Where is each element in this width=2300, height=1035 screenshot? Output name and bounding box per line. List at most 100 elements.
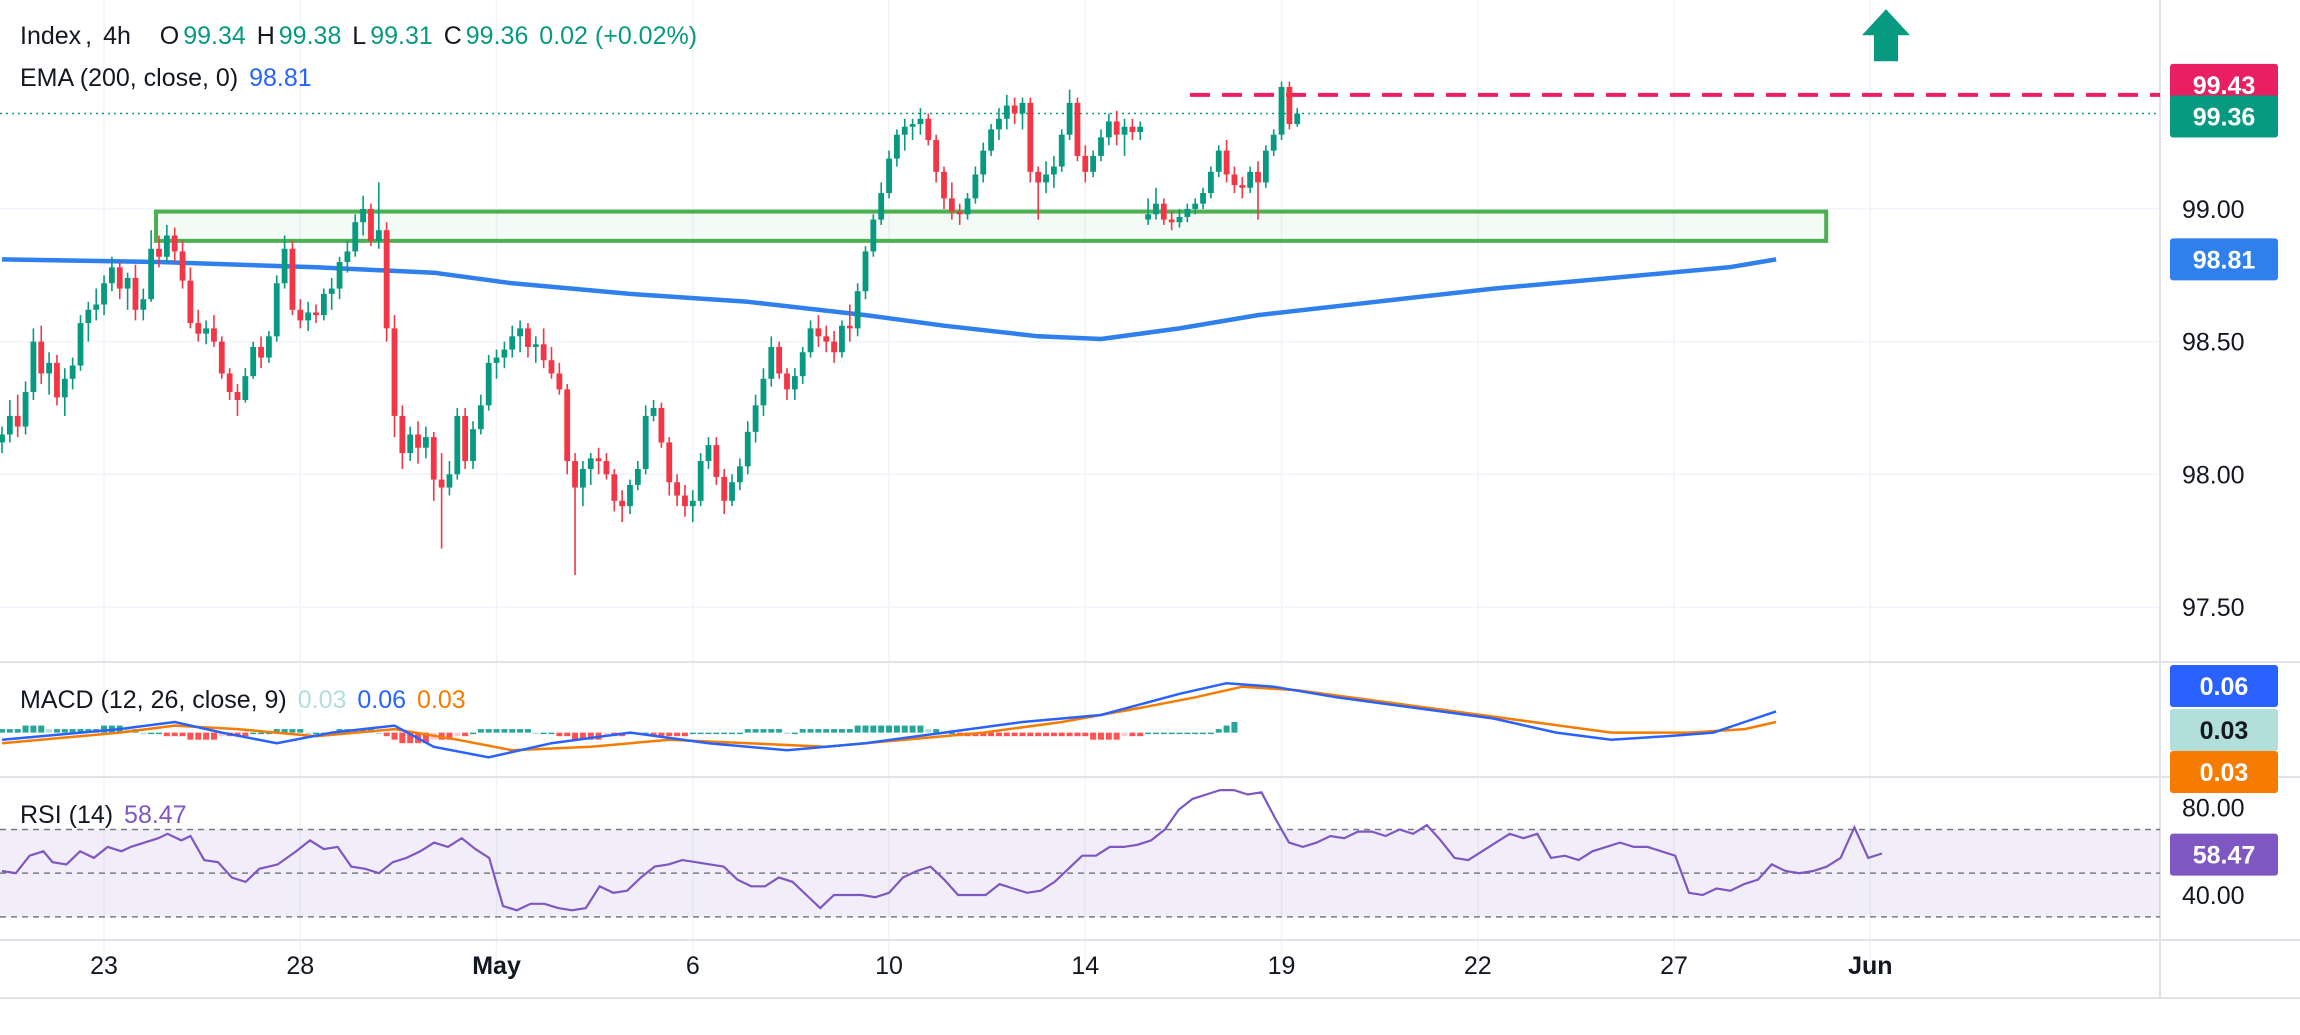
macd-histogram-bar [1058, 732, 1065, 737]
macd-info-line: MACD (12, 26, close, 9) 0.03 0.06 0.03 [20, 686, 470, 715]
candle-body [281, 248, 288, 284]
candle [344, 240, 351, 273]
candle-body [1153, 203, 1159, 215]
candle-body [1247, 171, 1254, 188]
axis-label-bg [2170, 709, 2278, 751]
candle [1051, 155, 1057, 188]
candle-body [572, 461, 578, 488]
candle [894, 129, 900, 167]
candle [383, 222, 390, 342]
candle-body [697, 461, 704, 501]
macd-histogram-bar [281, 729, 288, 733]
candle-body [839, 325, 845, 353]
candle [1153, 187, 1159, 220]
candle-body [485, 362, 492, 406]
candle [682, 484, 688, 517]
macd-histogram-bar [925, 729, 932, 733]
macd-histogram-bar [1066, 732, 1073, 737]
candle [996, 108, 1002, 140]
candle-body [713, 445, 720, 477]
candle [1105, 113, 1112, 146]
macd-histogram-bar [1003, 732, 1010, 737]
candle-body [964, 198, 971, 215]
candle-body [258, 346, 264, 358]
candle-body [1105, 121, 1112, 138]
rsi-line [1, 788, 1883, 912]
candle [532, 336, 539, 363]
candlesticks [0, 81, 1301, 576]
candle-body [996, 118, 1002, 130]
candle [438, 453, 445, 549]
candle-body [446, 474, 453, 488]
macd-histogram-bar [791, 732, 798, 735]
candle-body [768, 346, 775, 379]
macd-histogram-bar [729, 732, 736, 735]
candle [760, 368, 767, 416]
candle-body [548, 360, 555, 374]
macd-histogram-bar [564, 732, 571, 737]
candle [148, 230, 155, 302]
macd-histogram-bar [0, 729, 5, 733]
candle [77, 315, 84, 371]
candle [854, 283, 861, 337]
candle [611, 468, 618, 512]
candle [1090, 150, 1097, 178]
candle [1043, 161, 1049, 194]
candle-body [85, 309, 92, 324]
candle [132, 264, 139, 321]
candle [752, 394, 759, 443]
candle-body [501, 349, 508, 358]
candle [933, 134, 940, 183]
symbol-name[interactable]: Index [20, 22, 82, 50]
macd-histogram-bar [1098, 732, 1104, 740]
candle-body [1215, 150, 1222, 172]
candle-body [580, 468, 586, 488]
candle [415, 421, 421, 464]
candle-body [587, 458, 594, 469]
macd-histogram-bar [509, 729, 516, 733]
candle-body [737, 466, 743, 483]
interval-label[interactable]: 4h [103, 22, 131, 50]
candle [548, 346, 555, 379]
candle [1239, 177, 1246, 199]
macd-histogram-bar [893, 725, 900, 733]
candle [1215, 145, 1222, 178]
macd-histogram-bar [1035, 732, 1042, 737]
ema-200-line [1, 257, 1777, 342]
candle [1286, 81, 1293, 130]
candle-body [22, 392, 29, 427]
macd-histogram-bar [1019, 732, 1026, 737]
candle-body [399, 415, 406, 454]
candle [713, 437, 720, 485]
candle-body [163, 235, 170, 257]
macd-histogram-bar [697, 732, 704, 735]
candle [941, 166, 947, 209]
candle [109, 256, 115, 292]
candle-body [407, 434, 414, 454]
candle-body [187, 280, 194, 324]
candle-body [344, 251, 351, 263]
candle-body [517, 328, 523, 337]
candle [85, 301, 92, 342]
macd-indicator-label[interactable]: MACD (12, 26, close, 9) [20, 686, 287, 714]
macd-histogram-bar [38, 725, 45, 733]
macd-histogram-bar [179, 732, 186, 737]
macd-histogram-bar [1184, 732, 1191, 735]
macd-histogram-bar [242, 732, 249, 737]
candle-body [203, 328, 209, 334]
candle [1003, 94, 1010, 130]
candle [1027, 97, 1034, 183]
ema-indicator-label[interactable]: EMA (200, close, 0) [20, 64, 239, 92]
macd-histogram-bar [101, 725, 108, 733]
candle [564, 384, 571, 475]
axis-label-text: 98.81 [2193, 246, 2256, 274]
rsi-indicator-label[interactable]: RSI (14) [20, 801, 114, 829]
macd-histogram-bar [862, 725, 869, 733]
macd-histogram-bar [1082, 732, 1089, 737]
candle-body [564, 389, 571, 462]
macd-histogram-bar [1043, 732, 1050, 737]
candle [320, 288, 327, 321]
macd-histogram-bar [422, 732, 429, 744]
candle [462, 407, 469, 469]
candle-body [1255, 171, 1261, 183]
